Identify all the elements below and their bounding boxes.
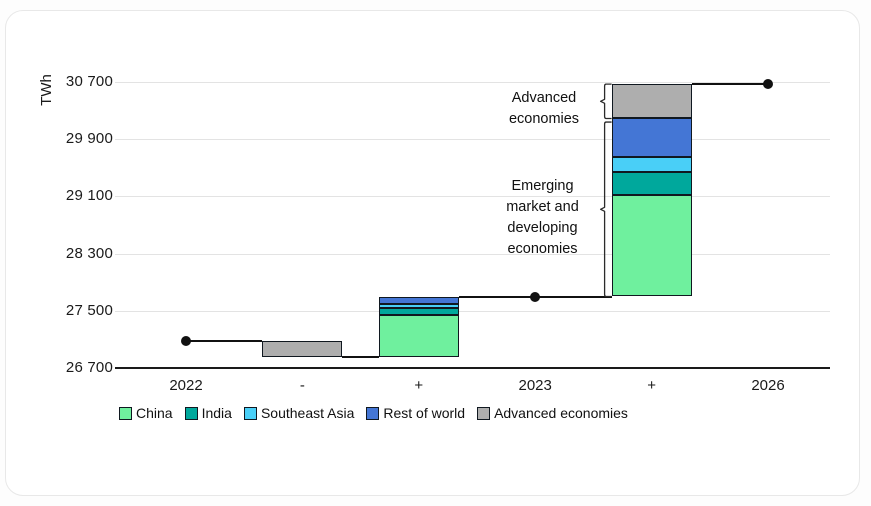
legend-label-india: India [201, 405, 232, 421]
point-2022 [181, 336, 191, 347]
bar-segment-southeast-asia-growth-emde-2023 [378, 303, 459, 308]
gridline [115, 139, 830, 141]
y-tick-label: 27 500 [65, 301, 113, 319]
y-tick-label: 29 100 [65, 187, 113, 205]
annotation-advanced-economies: Advanced economies [508, 90, 580, 127]
legend-label-southeast-asia: Southeast Asia [260, 405, 355, 421]
legend-item-india: India [184, 405, 232, 421]
bar-segment-southeast-asia-growth-2026 [611, 156, 692, 172]
bar-segment-china-growth-emde-2023 [378, 315, 459, 357]
legend-swatch-india [184, 406, 198, 420]
legend-item-southeast-asia: Southeast Asia [243, 405, 355, 421]
y-tick-label: 30 700 [65, 73, 113, 90]
chart-card [5, 10, 860, 496]
point-2023 [530, 291, 541, 302]
bar-segment-india-growth-emde-2023 [378, 307, 459, 316]
x-tick-label-2022: 2022 [169, 377, 203, 394]
connector-line [342, 355, 379, 358]
bar-segment-advanced-economies-decline-advanced-2023 [262, 341, 343, 357]
legend-item-rest-of-world: Rest of world [366, 405, 465, 421]
legend-swatch-china [119, 406, 132, 420]
annotation-emerging-economies: Emerging market and developing economies [506, 178, 579, 257]
legend-swatch-rest-of-world [366, 406, 380, 420]
x-tick-label-plus: + [647, 377, 656, 394]
connector-line [186, 340, 263, 343]
x-axis-line [115, 367, 830, 369]
bar-segment-rest-of-world-growth-2026 [611, 118, 692, 157]
x-tick-label-2026: 2026 [751, 377, 785, 394]
legend-label-rest-of-world: Rest of world [383, 405, 466, 421]
legend-label-china: China [136, 405, 173, 421]
point-2026 [763, 79, 773, 90]
y-tick-label: 28 300 [65, 244, 113, 262]
legend-item-china: China [119, 405, 173, 421]
bar-segment-india-growth-2026 [611, 171, 692, 195]
x-tick-label-plus: + [414, 377, 424, 394]
bar-segment-rest-of-world-growth-emde-2023 [378, 296, 459, 304]
legend-swatch-southeast-asia [243, 406, 257, 420]
legend-item-advanced-economies: Advanced economies [477, 405, 628, 421]
gridline [115, 82, 830, 83]
legend-label-advanced-economies: Advanced economies [494, 405, 628, 421]
y-tick-label: 26 700 [65, 359, 113, 376]
gridline [115, 196, 830, 198]
x-tick-label-minus: - [299, 377, 305, 394]
chart-legend: China India Southeast Asia Rest of world Adv… [119, 405, 628, 421]
connector-line [691, 83, 768, 86]
gridline [115, 253, 830, 255]
y-tick-label: 29 900 [65, 130, 113, 148]
gridline [115, 310, 830, 312]
bar-segment-advanced-economies-growth-2026 [611, 84, 692, 119]
x-tick-label-2023: 2023 [518, 377, 552, 394]
legend-swatch-advanced-economies [477, 406, 491, 420]
bar-segment-china-growth-2026 [611, 194, 692, 297]
